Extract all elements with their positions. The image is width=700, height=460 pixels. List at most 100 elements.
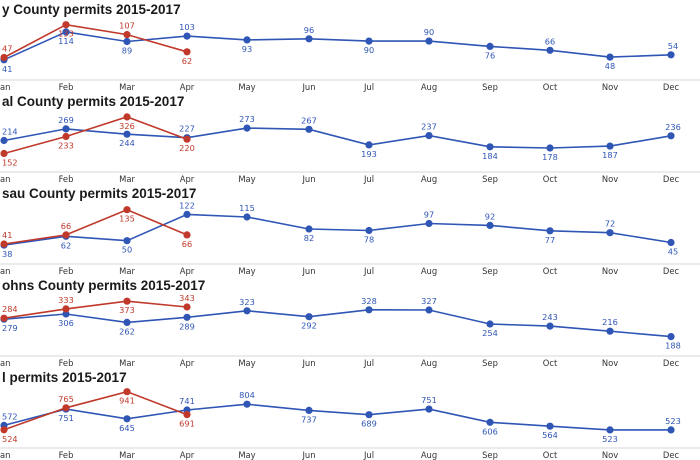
x-tick-label: Jan: [0, 82, 10, 92]
data-point: [606, 426, 614, 434]
x-tick-label: May: [238, 450, 255, 460]
data-label: 269: [58, 115, 74, 125]
x-tick-label: Oct: [543, 450, 558, 460]
x-tick-label: Nov: [602, 266, 618, 276]
data-label: 214: [2, 127, 18, 137]
data-label: 691: [179, 419, 195, 429]
data-point: [123, 113, 131, 121]
data-label: 93: [242, 44, 252, 54]
data-label: 284: [2, 304, 18, 314]
data-label: 254: [482, 328, 498, 338]
data-point: [546, 227, 554, 235]
data-label: 114: [58, 36, 74, 46]
data-point: [62, 28, 70, 36]
x-tick-label: Sep: [482, 266, 498, 276]
panel-title: l permits 2015-2017: [2, 370, 127, 385]
data-point: [425, 306, 433, 314]
data-point: [667, 132, 675, 140]
series-line: [3, 31, 672, 61]
series-line: [3, 208, 188, 245]
data-point: [486, 143, 494, 151]
data-point: [243, 400, 251, 408]
series-line: [3, 23, 188, 59]
data-point: [546, 422, 554, 430]
data-label: 292: [301, 321, 317, 331]
x-tick-label: Nov: [602, 358, 618, 368]
data-point: [667, 333, 675, 341]
data-label: 103: [179, 22, 195, 32]
data-point: [243, 124, 251, 132]
panel-3: sau County permits 2015-2017 Jan Feb Mar Apr…: [0, 186, 700, 276]
data-point: [123, 237, 131, 245]
data-label: 236: [665, 122, 681, 132]
x-tick-label: Apr: [180, 174, 195, 184]
data-point: [365, 37, 373, 45]
data-label: 62: [182, 56, 192, 66]
x-tick-label: Apr: [180, 266, 195, 276]
data-point: [123, 130, 131, 138]
data-label: 47: [2, 44, 12, 54]
x-tick-label: Nov: [602, 82, 618, 92]
data-label: 606: [482, 426, 498, 436]
data-label: 187: [602, 150, 618, 160]
series-line: [3, 300, 188, 319]
data-label: 523: [602, 434, 618, 444]
data-label: 41: [2, 230, 12, 240]
data-label: 184: [482, 151, 498, 161]
data-label: 90: [424, 27, 434, 37]
data-label: 645: [119, 423, 135, 433]
data-label: 92: [485, 211, 495, 221]
x-tick-label: Feb: [59, 450, 74, 460]
data-point: [305, 406, 313, 414]
data-point: [62, 231, 70, 239]
x-tick-label: Oct: [543, 266, 558, 276]
x-tick-label: May: [238, 266, 255, 276]
panel-title: ohns County permits 2015-2017: [2, 278, 205, 293]
x-tick-label: Sep: [482, 450, 498, 460]
data-point: [606, 142, 614, 150]
data-label: 765: [58, 394, 74, 404]
data-label: 689: [361, 419, 377, 429]
x-tick-label: Dec: [663, 174, 680, 184]
data-label: 237: [421, 122, 437, 132]
data-label: 524: [2, 434, 18, 444]
x-tick-label: Nov: [602, 450, 618, 460]
x-tick-label: Jan: [0, 266, 10, 276]
data-label: 326: [119, 121, 135, 131]
data-point: [0, 314, 8, 322]
x-tick-label: Jul: [363, 358, 374, 368]
data-point: [486, 320, 494, 328]
data-point: [183, 303, 191, 311]
data-label: 45: [668, 247, 678, 257]
data-point: [62, 305, 70, 313]
data-point: [546, 46, 554, 54]
data-label: 267: [301, 115, 317, 125]
data-label: 50: [122, 245, 132, 255]
data-label: 193: [361, 149, 377, 159]
data-label: 66: [545, 36, 555, 46]
data-label: 48: [605, 61, 615, 71]
x-tick-label: Jun: [301, 450, 315, 460]
x-tick-label: Jul: [363, 450, 374, 460]
panel-title: sau County permits 2015-2017: [2, 186, 196, 201]
x-tick-label: Dec: [663, 450, 680, 460]
series-line: [3, 403, 671, 431]
data-point: [62, 21, 70, 29]
data-label: 90: [364, 45, 374, 55]
data-point: [486, 418, 494, 426]
x-tick-label: Jan: [0, 358, 10, 368]
data-label: 54: [668, 41, 678, 51]
data-label: 741: [179, 396, 195, 406]
data-label: 941: [119, 396, 135, 406]
x-tick-label: Aug: [421, 174, 437, 184]
data-label: 122: [179, 200, 195, 210]
data-point: [305, 125, 313, 133]
x-tick-label: Aug: [421, 82, 437, 92]
data-label: 38: [2, 249, 12, 259]
data-point: [667, 238, 675, 247]
x-tick-label: Mar: [119, 174, 135, 184]
x-tick-label: Mar: [119, 450, 135, 460]
x-tick-label: Apr: [180, 358, 195, 368]
data-label: 333: [58, 295, 74, 305]
